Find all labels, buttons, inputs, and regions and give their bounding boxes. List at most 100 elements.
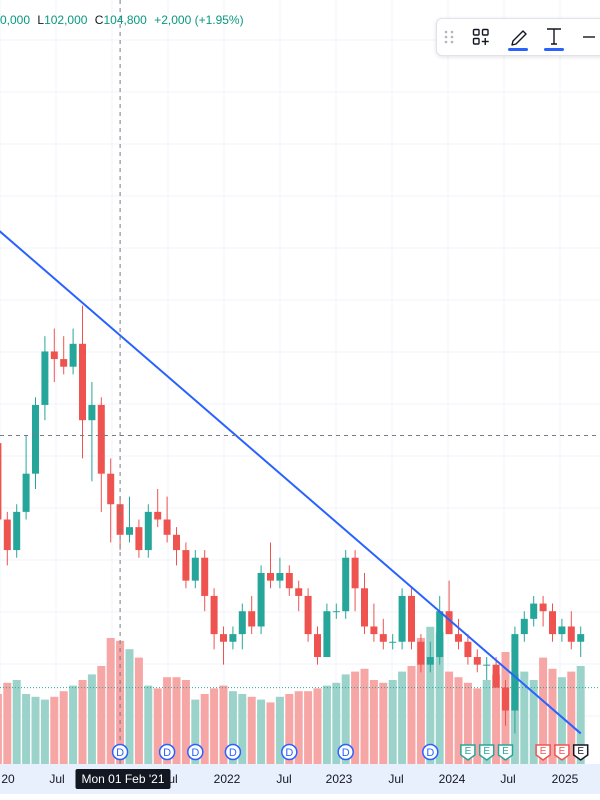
candle-body	[539, 603, 547, 612]
volume-bar	[200, 694, 209, 764]
volume-bar	[106, 638, 115, 764]
x-tick-label: Jul	[500, 772, 516, 786]
change-value: +2,000 (+1.95%)	[154, 13, 244, 27]
volume-bar	[238, 694, 247, 764]
earnings-marker-label: E	[559, 746, 566, 757]
volume-bar	[22, 694, 31, 764]
candle-body	[144, 511, 152, 551]
candle-body	[32, 404, 39, 474]
candle-body	[304, 595, 312, 635]
close-value: 104,800	[103, 13, 147, 27]
volume-bar	[482, 680, 491, 764]
close-label: C	[94, 13, 104, 27]
candle-body	[88, 404, 96, 421]
volume-bar	[492, 674, 501, 764]
volume-bar	[416, 638, 425, 764]
earnings-marker-icon	[478, 744, 495, 761]
volume-bar	[520, 671, 529, 764]
candle-body	[285, 573, 293, 589]
volume-bar	[50, 696, 59, 764]
text-T-icon[interactable]	[539, 19, 569, 55]
drag-handle-icon[interactable]	[439, 19, 459, 55]
candle-body	[220, 634, 227, 642]
volume-bar	[360, 668, 369, 764]
x-tick-label: 2024	[438, 772, 466, 786]
volume-bar	[87, 674, 96, 764]
volume-bar	[12, 680, 21, 764]
volume-bar	[529, 680, 538, 764]
dividend-marker-icon	[158, 743, 176, 761]
candle-body	[342, 557, 350, 612]
volume-bar	[454, 677, 463, 764]
candle-body	[50, 351, 58, 360]
candle-body	[163, 519, 171, 535]
candle-body	[314, 634, 321, 658]
candle-body	[549, 611, 556, 635]
candle-body	[229, 634, 237, 642]
time-axis[interactable]: 20 Jul Jul 2022 Jul 2023 Jul 2024 Jul 20…	[0, 764, 600, 794]
dividend-marker-icon	[224, 743, 242, 761]
open-value: 0,000	[0, 13, 31, 27]
earnings-marker-label: E	[483, 746, 490, 757]
earnings-marker-icon	[460, 744, 476, 761]
layout-add-icon[interactable]	[465, 19, 497, 55]
x-tick-label: Jul	[388, 772, 404, 786]
dividend-marker-label: D	[285, 747, 293, 759]
candle-body	[182, 550, 190, 581]
candle-body	[558, 626, 566, 635]
volume-bar	[294, 691, 303, 764]
candle-body	[361, 588, 368, 627]
dividend-marker-icon	[337, 743, 354, 761]
candle-body	[473, 657, 481, 665]
dividend-marker-icon	[111, 743, 129, 761]
x-tick-label: Jul	[49, 772, 65, 786]
volume-bar	[31, 696, 40, 764]
dividend-marker-icon	[281, 743, 298, 761]
volume-bar	[275, 696, 284, 764]
volume-bar	[59, 691, 68, 764]
candle-body	[41, 351, 49, 405]
pencil-icon[interactable]	[503, 19, 533, 55]
candle-body	[126, 527, 133, 535]
candle-body	[22, 473, 30, 512]
volume-bar	[191, 699, 200, 764]
volume-bar	[539, 657, 548, 764]
volume-bar	[332, 682, 341, 764]
volume-bar	[97, 666, 106, 764]
minus-icon[interactable]	[579, 19, 599, 55]
volume-bar	[285, 694, 294, 764]
volume-bar	[116, 640, 125, 764]
volume-bar	[548, 668, 557, 764]
dividend-marker-label: D	[116, 747, 124, 759]
candle-body	[0, 443, 2, 520]
volume-bar	[125, 649, 134, 764]
crosshair-date-label: Mon 01 Feb '21	[75, 769, 171, 789]
dividend-marker-icon	[422, 743, 439, 761]
volume-bar	[313, 688, 322, 764]
earnings-marker-label: E	[465, 746, 472, 757]
candle-body	[79, 343, 86, 421]
candle-body	[436, 611, 444, 658]
volume-bar	[172, 677, 181, 764]
volume-bar	[153, 688, 162, 764]
candle-body	[107, 473, 115, 505]
dividend-marker-label: D	[191, 747, 199, 759]
candle-body	[426, 657, 434, 665]
volume-bar	[473, 688, 482, 764]
volume-bar	[69, 685, 78, 764]
volume-bar	[257, 699, 266, 764]
x-tick-label: 20	[1, 772, 15, 786]
dividend-marker-icon	[187, 743, 204, 761]
volume-bar	[379, 682, 388, 764]
candle-body	[210, 595, 218, 635]
volume-bar	[426, 626, 435, 764]
candle-body	[191, 557, 199, 581]
candle-body	[69, 343, 77, 367]
candle-body	[530, 603, 538, 619]
volume-bar	[369, 680, 378, 764]
volume-bar	[557, 677, 566, 764]
volume-bar	[247, 696, 256, 764]
volume-bar	[0, 694, 2, 764]
candle-body	[257, 573, 265, 627]
